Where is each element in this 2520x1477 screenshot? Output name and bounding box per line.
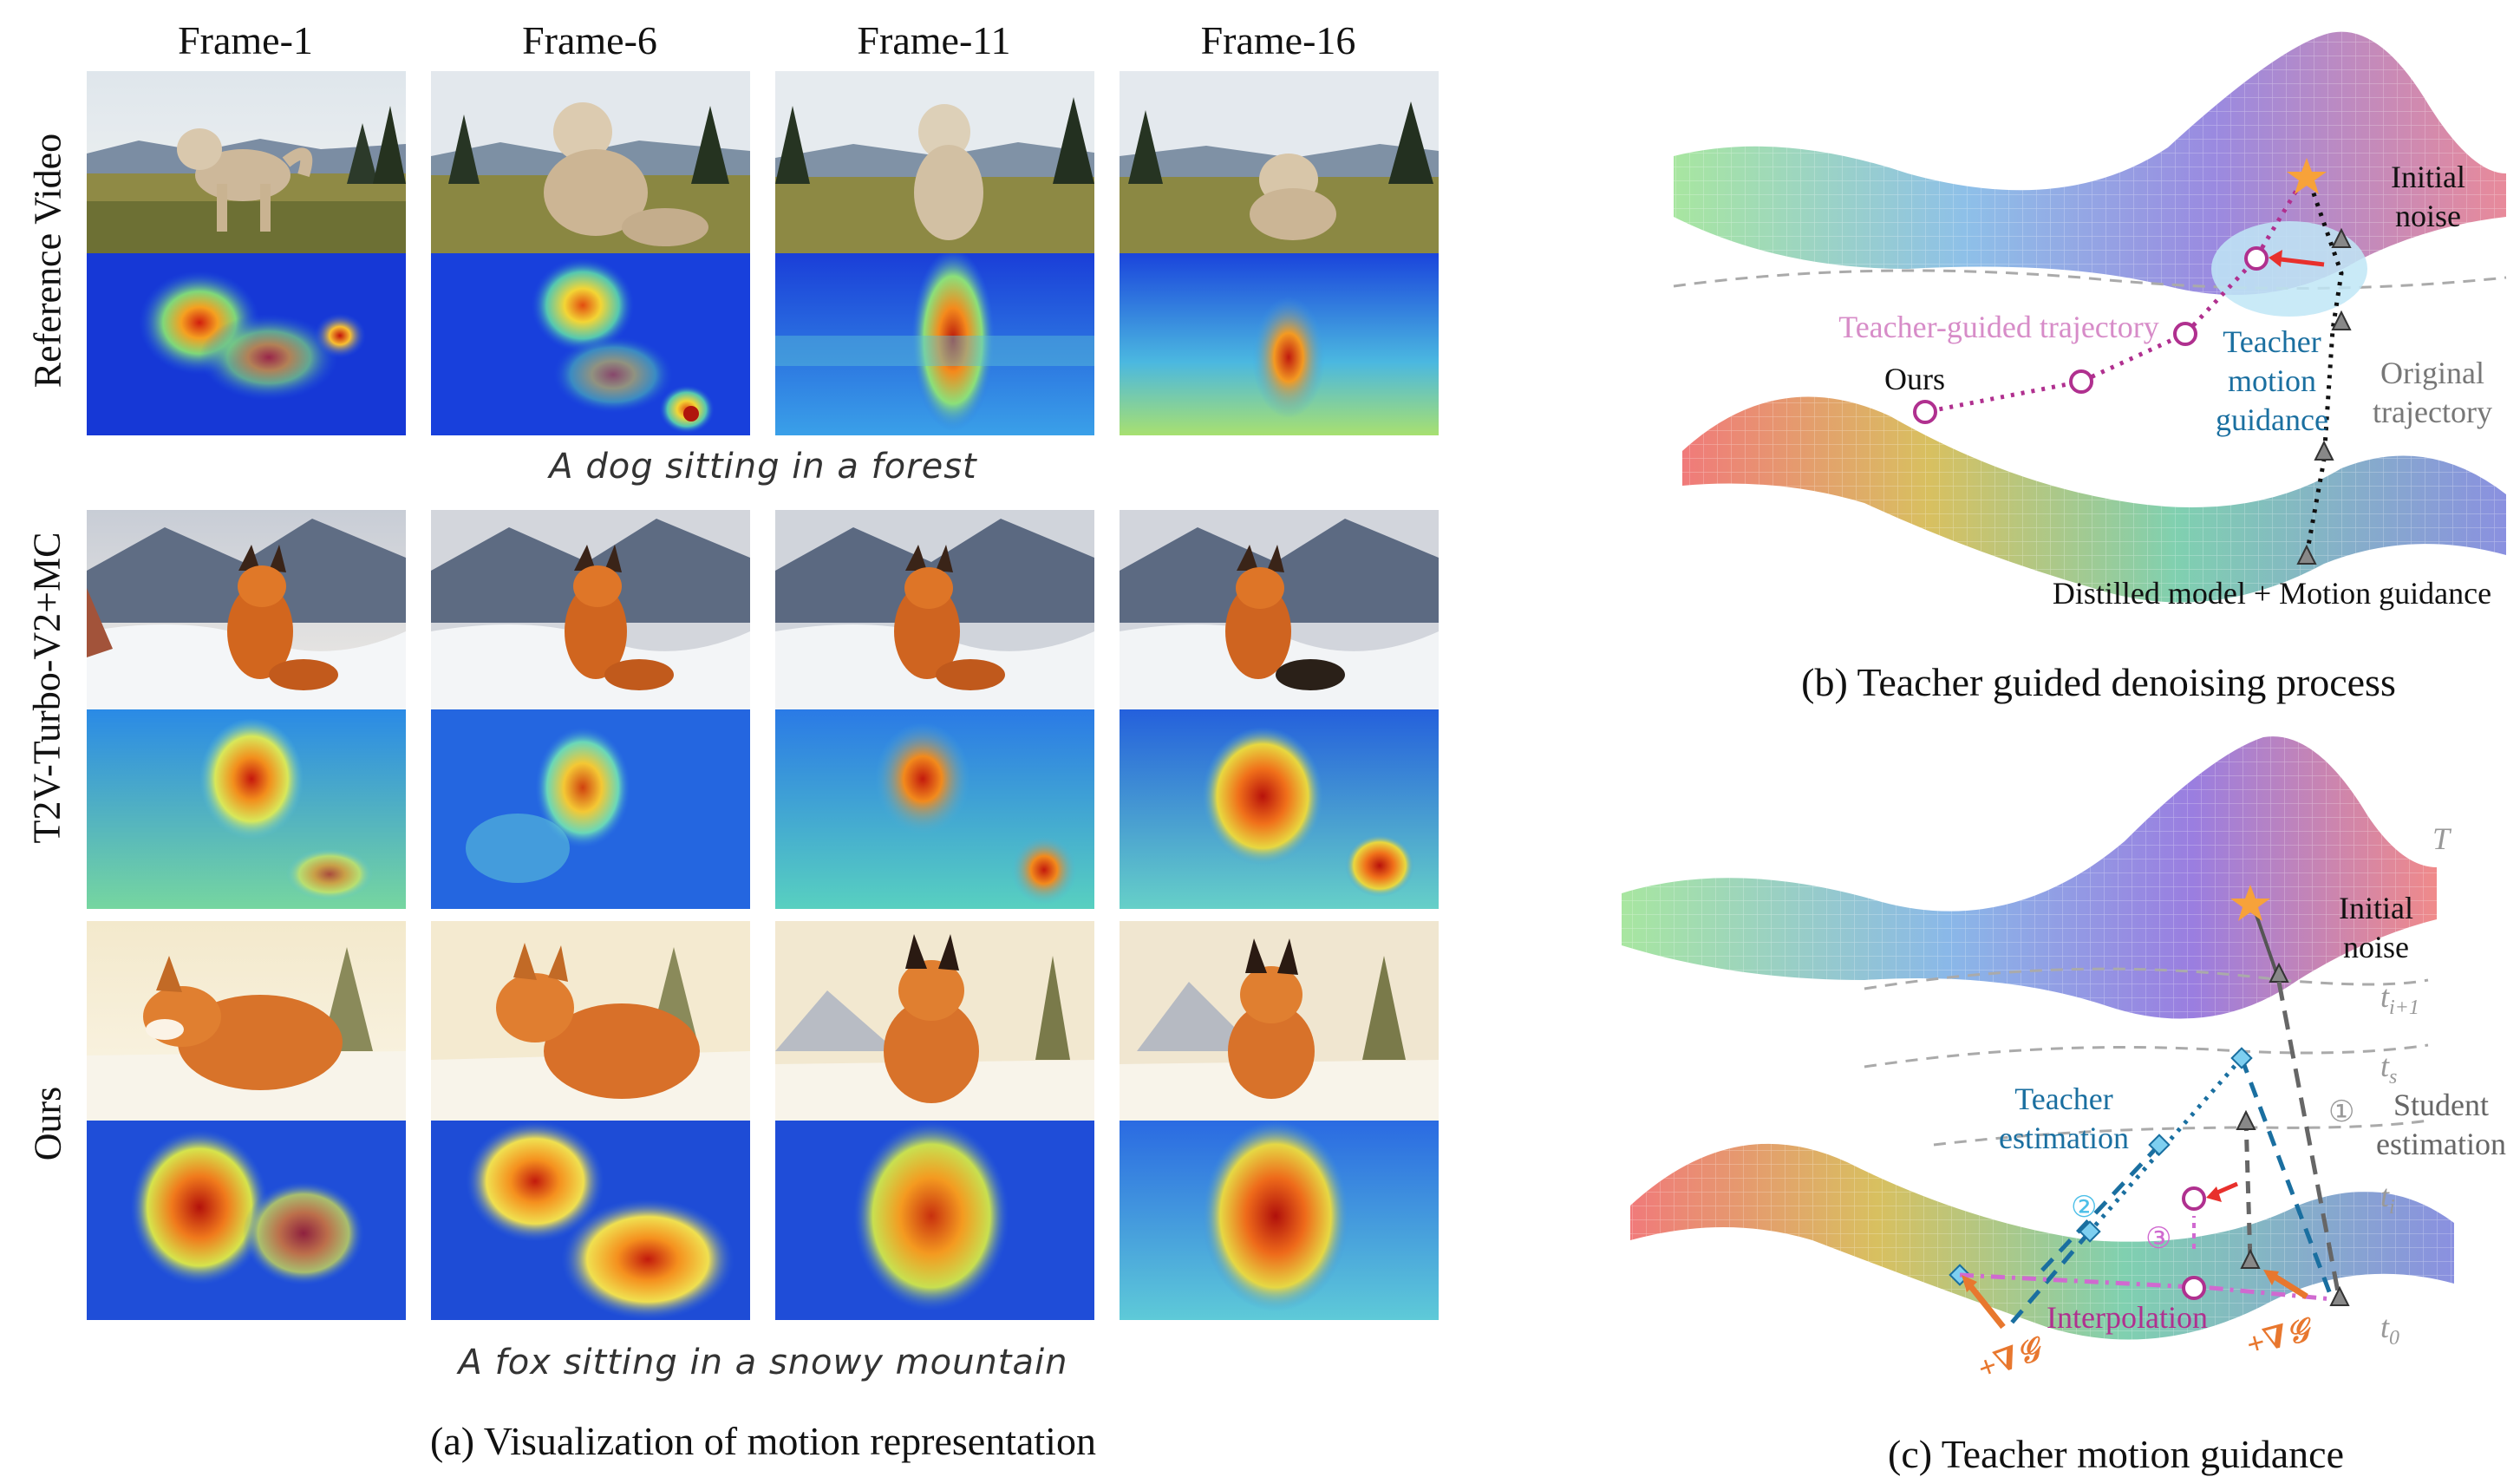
- b-ours-label: Ours: [1884, 362, 1945, 396]
- heatmap: [431, 253, 750, 435]
- heatmap: [1120, 1121, 1439, 1320]
- c-teacher-estimation-label: Teacher estimation: [1999, 1082, 2129, 1155]
- student-estimation-path: [2276, 981, 2342, 1302]
- c-interpolation-label: Interpolation: [2047, 1300, 2208, 1335]
- motion-guidance-diagram: [1622, 736, 2454, 1340]
- row-label-reference: Reference Video: [26, 133, 69, 389]
- heatmap: [87, 1121, 406, 1320]
- t2v-frame-1: [87, 510, 406, 909]
- dog-photo: [87, 71, 406, 253]
- initial-noise-star-icon: [2230, 885, 2270, 921]
- reference-frame-6: [431, 71, 750, 435]
- b-initial-noise-label: Initial noise: [2391, 160, 2465, 233]
- b-teacher-motion-guidance-label: Teacher motion guidance: [2216, 324, 2328, 437]
- fox-photo: [1120, 510, 1439, 709]
- grad-arrow-right: [2270, 1272, 2308, 1299]
- c-T-label: T: [2432, 821, 2451, 856]
- panel-a-caption: (a) Visualization of motion representati…: [430, 1419, 1096, 1463]
- ours-frame-16: [1120, 921, 1439, 1320]
- reference-frame-16: [1120, 71, 1439, 435]
- fox-photo: [87, 510, 406, 709]
- frame-title-11: Frame-11: [857, 18, 1011, 62]
- fox-photo: [775, 921, 1094, 1121]
- row-label-t2v-turbo: T2V-Turbo-V2+MC: [25, 532, 69, 844]
- reference-frame-1: [87, 71, 406, 435]
- fox-photo: [87, 921, 406, 1121]
- reference-prompt: A dog sitting in a forest: [549, 447, 977, 487]
- frame-title-16: Frame-16: [1200, 18, 1356, 62]
- c-step-3-icon: ③: [2145, 1223, 2172, 1255]
- panel-b-caption: (b) Teacher guided denoising process: [1801, 660, 2396, 704]
- b-original-trajectory-label: Original trajectory: [2373, 356, 2492, 429]
- ours-frame-1: [87, 921, 406, 1320]
- heatmap: [87, 709, 406, 909]
- c-t-i-label: ti: [2380, 1179, 2395, 1219]
- c-t-s-label: ts: [2380, 1049, 2398, 1089]
- denoising-diagram: [1673, 31, 2507, 603]
- c-t-i-plus-1-label: ti+1: [2380, 979, 2419, 1020]
- guidance-highlight: [2211, 221, 2367, 317]
- heatmap: [775, 1121, 1094, 1320]
- panel-c-caption: (c) Teacher motion guidance: [1888, 1432, 2344, 1476]
- dog-photo: [775, 71, 1094, 253]
- heatmap: [1120, 253, 1439, 435]
- initial-noise-star-icon: [2287, 158, 2327, 194]
- heatmap: [431, 709, 750, 909]
- t2v-frame-6: [431, 510, 750, 909]
- c-step-1-icon: ①: [2328, 1096, 2355, 1128]
- heatmap: [775, 253, 1094, 435]
- ours-frame-11: [775, 921, 1094, 1320]
- c-step-2-icon: ②: [2071, 1192, 2098, 1224]
- heatmap: [431, 1121, 750, 1320]
- grad-arrow-left: [1966, 1281, 2006, 1330]
- frame-title-6: Frame-6: [522, 18, 657, 62]
- reference-frame-11: [775, 71, 1094, 435]
- row-label-ours: Ours: [26, 1086, 69, 1161]
- interpolation-path: [1959, 1272, 2334, 1302]
- guidance-arrow: [2273, 256, 2325, 267]
- original-trajectory-path: [2304, 173, 2344, 556]
- c-student-estimation-label: Student estimation: [2376, 1088, 2506, 1161]
- fox-photo: [775, 510, 1094, 709]
- fox-photo: [431, 510, 750, 709]
- t2v-frame-11: [775, 510, 1094, 909]
- t2v-frame-16: [1120, 510, 1439, 909]
- ours-prompt: A fox sitting in a snowy mountain: [458, 1343, 1068, 1382]
- ours-frame-6: [431, 921, 750, 1320]
- dog-photo: [1120, 71, 1439, 253]
- dog-photo: [431, 71, 750, 253]
- heatmap: [87, 253, 406, 435]
- fox-photo: [431, 921, 750, 1121]
- c-t-0-label: t0: [2380, 1310, 2400, 1350]
- heatmap: [1120, 709, 1439, 909]
- fox-photo: [1120, 921, 1439, 1121]
- b-distilled-label: Distilled model + Motion guidance: [2052, 576, 2492, 611]
- b-teacher-guided-trajectory-label: Teacher-guided trajectory: [1838, 310, 2159, 344]
- c-initial-noise-label: Initial noise: [2339, 891, 2413, 964]
- frame-title-1: Frame-1: [178, 18, 313, 62]
- heatmap: [775, 709, 1094, 909]
